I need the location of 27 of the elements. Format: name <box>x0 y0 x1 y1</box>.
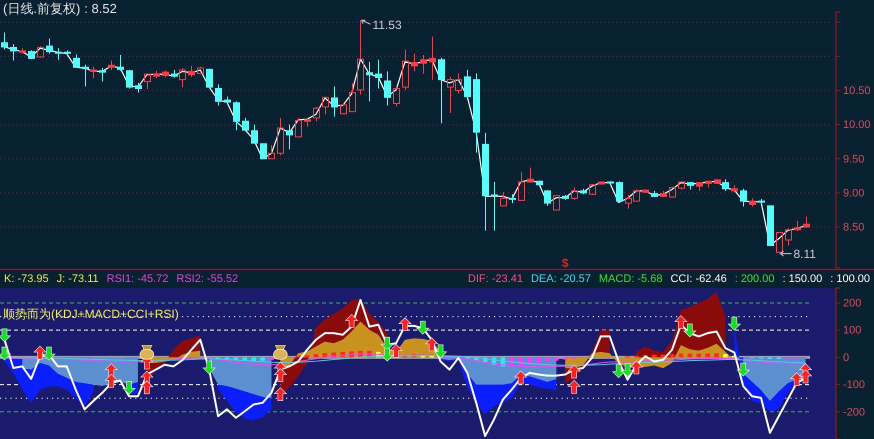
y-tick-label: 9.00 <box>843 187 864 200</box>
text: J: -73.11 <box>56 273 99 285</box>
y-tick-label: -100 <box>843 379 866 392</box>
text: MACD: -5.68 <box>598 273 662 285</box>
text: RSI2: -55.52 <box>176 273 238 285</box>
chart-subtitle: : 8.52 <box>84 1 117 16</box>
annotation: 11.53 <box>372 18 402 32</box>
text: : 100.00 <box>830 273 870 285</box>
text: DIF: -23.41 <box>468 273 523 285</box>
text: K: -73.95 <box>4 273 49 285</box>
annotation: $ <box>562 256 569 270</box>
y-tick-label: 8.50 <box>843 222 864 234</box>
text: RSI1: -45.72 <box>106 273 168 285</box>
annotation: 8.11 <box>794 247 816 262</box>
text: 顺势而为(KDJ+MACD+CCI+RSI) <box>3 307 179 321</box>
y-tick-label: 100 <box>843 324 862 337</box>
y-tick-label: 200 <box>843 297 862 310</box>
y-tick-label: 10.50 <box>843 85 871 98</box>
y-tick-label: 0 <box>843 352 850 364</box>
y-tick-label: 10.00 <box>843 119 871 132</box>
chart-title: (日线.前复权) <box>3 1 80 16</box>
text: CCI: -62.46 <box>670 273 727 285</box>
text: : 150.00 <box>782 273 822 285</box>
text: DEA: -20.57 <box>530 273 591 285</box>
text: : 200.00 <box>734 273 774 285</box>
y-tick-label: -200 <box>843 406 866 418</box>
y-tick-label: 9.50 <box>843 153 864 166</box>
